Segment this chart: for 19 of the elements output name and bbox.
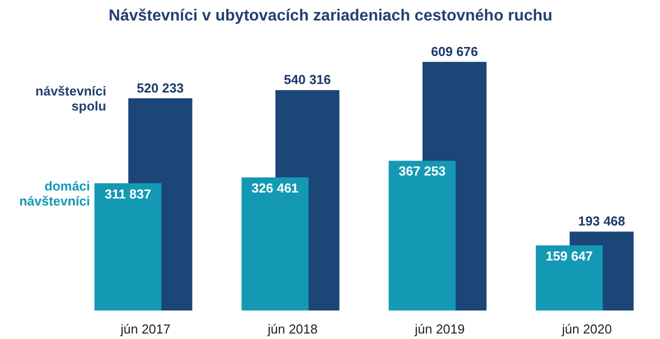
series-label: domáci návštevníci [19,178,90,208]
data-label: 540 316 [284,72,331,88]
x-tick-label: jún 2018 [266,322,318,336]
bar [242,177,309,310]
x-tick-label: jún 2020 [561,322,612,336]
x-tick-label: jún 2019 [414,322,465,336]
chart-title: Návštevníci v ubytovacích zariadeniach cestovného ruchu [108,8,552,24]
bar [536,245,603,310]
series-label: návštevníci spolu [35,83,106,114]
data-label: 520 233 [136,80,184,96]
data-label: 367 253 [398,164,446,179]
bar [94,183,162,310]
data-label: 326 461 [252,180,299,196]
data-label: 311 837 [104,186,152,202]
data-label: 609 676 [431,44,478,59]
bar [388,160,456,310]
data-label: 159 647 [546,248,593,264]
x-tick-label: jún 2017 [120,322,171,336]
data-label: 193 468 [578,214,626,229]
